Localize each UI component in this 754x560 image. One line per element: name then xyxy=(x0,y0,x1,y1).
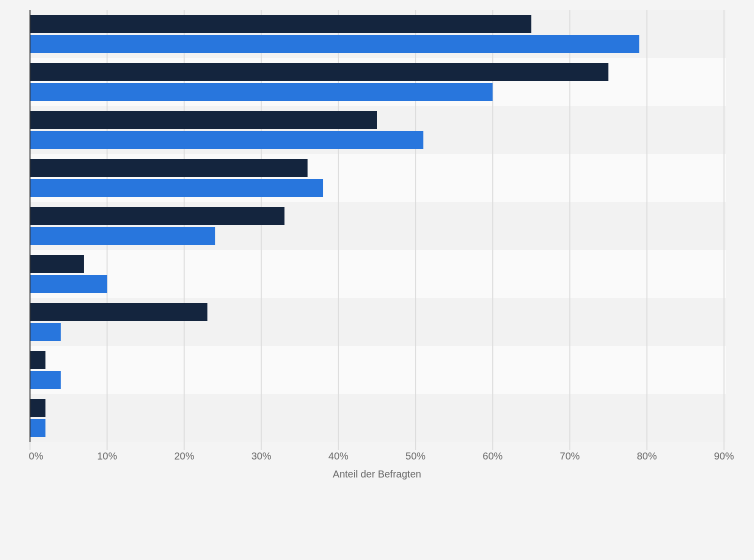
bar xyxy=(30,131,424,149)
bar xyxy=(30,207,285,225)
bar xyxy=(30,83,493,101)
bar xyxy=(30,419,46,437)
x-tick-label: 40% xyxy=(328,452,348,463)
x-tick-label: 60% xyxy=(483,452,503,463)
x-axis-title: Anteil der Befragten xyxy=(333,470,421,481)
bar xyxy=(30,179,324,197)
row-stripe xyxy=(30,394,726,442)
bar xyxy=(30,371,61,389)
bar xyxy=(30,275,108,293)
bar xyxy=(30,303,208,321)
bar xyxy=(30,111,377,129)
x-tick-label: 30% xyxy=(251,452,271,463)
bar xyxy=(30,35,640,53)
x-tick-label: 0% xyxy=(29,452,44,463)
bar xyxy=(30,159,308,177)
bar xyxy=(30,15,532,33)
bar xyxy=(30,399,46,417)
x-tick-label: 10% xyxy=(97,452,117,463)
x-tick-label: 20% xyxy=(174,452,194,463)
x-tick-label: 70% xyxy=(560,452,580,463)
x-tick-label: 90% xyxy=(714,452,734,463)
x-tick-label: 50% xyxy=(406,452,426,463)
bar xyxy=(30,323,61,341)
bar xyxy=(30,351,46,369)
x-tick-label: 80% xyxy=(637,452,657,463)
bar xyxy=(30,227,216,245)
row-stripe xyxy=(30,250,726,298)
bar xyxy=(30,63,609,81)
bar xyxy=(30,255,84,273)
row-stripe xyxy=(30,346,726,394)
